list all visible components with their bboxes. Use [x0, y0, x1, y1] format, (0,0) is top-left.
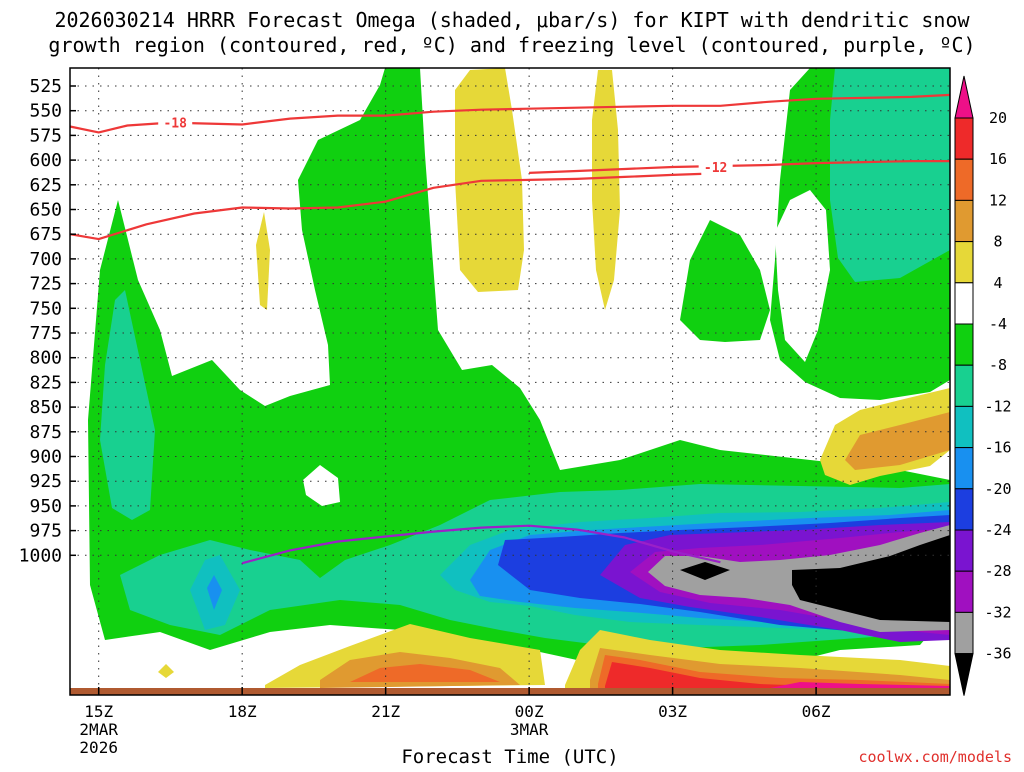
omega-region-pink	[770, 682, 950, 688]
colorbar-label: -16	[984, 439, 1011, 457]
y-tick-label: 650	[29, 200, 62, 221]
y-tick-label: 850	[29, 397, 62, 418]
y-tick-label: 900	[29, 447, 62, 468]
plot-frame	[69, 67, 951, 696]
dgz-contour-label: -12	[704, 161, 727, 176]
colorbar-segment	[954, 529, 974, 572]
y-axis: 525 550 575 600 625 650 675 700 725 750 775 800 825 8…	[19, 76, 76, 566]
colorbar-segment	[954, 158, 974, 201]
colorbar-segment	[954, 405, 974, 449]
colorbar: 20 16 12 8 4 -4 -8 -12 -16 -20 -24 -28 -32 -36	[954, 75, 1012, 696]
y-tick-label: 550	[29, 101, 62, 122]
colorbar-segment	[954, 241, 974, 284]
colorbar-segment	[954, 364, 974, 407]
y-tick-label: 825	[29, 372, 62, 393]
omega-hole-1	[303, 465, 340, 506]
omega-shading	[70, 68, 950, 695]
colorbar-label: 4	[993, 274, 1002, 292]
x-tick-label: 00Z	[515, 702, 544, 721]
y-tick-label: 700	[29, 249, 62, 270]
x-tick-label: 2026	[79, 738, 118, 757]
omega-region-red	[605, 662, 950, 688]
x-tick-label: 2MAR	[79, 720, 118, 739]
dgz-contour-line	[69, 172, 702, 241]
freezing-level-line	[241, 524, 721, 565]
chart-title-line1: 2026030214 HRRR Forecast Omega (shaded, …	[54, 8, 970, 32]
colorbar-label: -12	[984, 397, 1011, 415]
x-axis-title: Forecast Time (UTC)	[401, 746, 618, 768]
colorbar-label: -28	[984, 562, 1011, 580]
colorbar-segment	[954, 117, 974, 160]
dgz-contour-label-bg	[698, 158, 733, 175]
colorbar-label: 8	[993, 233, 1002, 251]
colorbar-label: -4	[989, 315, 1007, 333]
y-tick-label: 675	[29, 224, 62, 245]
colorbar-segment	[954, 199, 974, 243]
colorbar-label: -20	[984, 480, 1011, 498]
omega-region-teal-upper-right	[830, 68, 950, 282]
x-tick-label: 18Z	[228, 702, 257, 721]
x-tick-label: 3MAR	[510, 720, 549, 739]
dgz-contour-label-bg	[158, 113, 193, 130]
y-tick-label: 750	[29, 298, 62, 319]
dgz-contour-line	[529, 160, 950, 174]
colorbar-label: -32	[984, 603, 1011, 621]
colorbar-segment	[954, 282, 974, 325]
colorbar-segment	[954, 447, 974, 490]
y-tick-label: 925	[29, 471, 62, 492]
y-tick-label: 975	[29, 521, 62, 542]
colorbar-label: -8	[989, 356, 1007, 374]
omega-region-green-mid	[680, 220, 770, 342]
colorbar-segment	[954, 570, 974, 613]
y-tick-label: 525	[29, 76, 62, 97]
ground-strip	[70, 688, 950, 695]
y-tick-label: 875	[29, 422, 62, 443]
colorbar-label: 16	[989, 150, 1007, 168]
y-tick-label: 775	[29, 323, 62, 344]
x-tick-label: 03Z	[658, 702, 687, 721]
dgz-contour-label: -18	[163, 117, 187, 132]
y-tick-label: 950	[29, 496, 62, 517]
colorbar-segment	[954, 611, 974, 655]
contour-lines: -18 -12	[69, 93, 951, 565]
y-tick-label: 600	[29, 150, 62, 171]
colorbar-label: -24	[984, 521, 1011, 539]
y-tick-label: 1000	[19, 545, 62, 566]
y-tick-label: 725	[29, 274, 62, 295]
credit-text: coolwx.com/models	[858, 748, 1012, 766]
omega-region-black	[680, 535, 950, 622]
x-tick-label: 06Z	[802, 702, 831, 721]
colorbar-label: 12	[989, 191, 1007, 209]
colorbar-label: 20	[989, 109, 1007, 127]
omega-region-yellow-3	[256, 212, 270, 310]
omega-region-yellow-2	[592, 70, 620, 310]
omega-region-teal-left	[100, 290, 155, 520]
colorbar-top-arrow	[954, 75, 974, 119]
omega-region-orange-1	[320, 412, 950, 688]
y-tick-label: 625	[29, 175, 62, 196]
x-tick-label: 21Z	[371, 702, 400, 721]
colorbar-segment	[954, 323, 974, 366]
colorbar-segment	[954, 488, 974, 531]
x-tick-label: 15Z	[84, 702, 113, 721]
colorbar-bottom-arrow	[954, 653, 974, 696]
y-tick-label: 575	[29, 125, 62, 146]
colorbar-label: -36	[984, 645, 1011, 663]
y-tick-label: 800	[29, 348, 62, 369]
chart-title-line2: growth region (contoured, red, ºC) and f…	[48, 33, 975, 57]
